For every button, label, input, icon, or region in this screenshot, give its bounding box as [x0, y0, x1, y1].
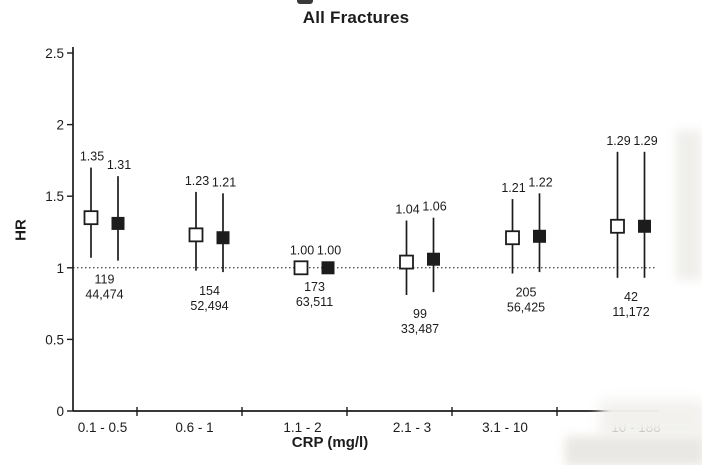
- x-tick-label: 2.1 - 3: [393, 420, 431, 435]
- y-tick-label: 0.5: [45, 332, 64, 347]
- marker-open-square: [610, 218, 625, 234]
- marker-filled-square: [321, 261, 335, 275]
- y-tick-label: 2: [56, 118, 64, 133]
- count-total-label: 11,172: [612, 305, 649, 319]
- marker-filled-square: [111, 216, 125, 230]
- marker-filled-square: [216, 231, 230, 245]
- y-tick-label: 1: [56, 261, 64, 276]
- value-label-open: 1.21: [501, 181, 525, 195]
- value-label-filled: 1.29: [633, 134, 657, 148]
- x-axis-title: CRP (mg/l): [291, 434, 369, 451]
- marker-open-square: [83, 210, 99, 226]
- value-label-filled: 1.00: [317, 243, 341, 257]
- value-label-filled: 1.31: [107, 158, 131, 172]
- value-label-filled: 1.21: [212, 175, 236, 189]
- x-tick-label: 0.1 - 0.5: [78, 420, 128, 435]
- value-label-filled: 1.06: [422, 200, 446, 214]
- marker-open-square: [293, 260, 309, 276]
- marker-open-square: [188, 227, 204, 243]
- count-total-label: 56,425: [507, 301, 545, 315]
- value-label-open: 1.00: [290, 243, 314, 257]
- count-total-label: 33,487: [401, 322, 439, 336]
- y-tick-label: 1.5: [45, 189, 64, 204]
- count-events-label: 42: [624, 290, 638, 304]
- marker-open-square: [505, 230, 520, 246]
- value-label-open: 1.35: [80, 150, 104, 164]
- chart-title: All Fractures: [302, 8, 410, 27]
- y-tick-label: 0: [56, 404, 64, 419]
- marker-filled-square: [638, 219, 651, 233]
- count-events-label: 154: [199, 284, 220, 298]
- marker-filled-square: [427, 252, 440, 266]
- y-tick-label: 2.5: [45, 46, 64, 61]
- marker-open-square: [399, 254, 414, 270]
- x-tick-label: 10 - 188: [611, 420, 661, 435]
- x-tick-label: 0.6 - 1: [175, 420, 213, 435]
- marker-filled-square: [533, 229, 546, 243]
- value-label-open: 1.04: [395, 203, 419, 217]
- x-tick-label: 1.1 - 2: [283, 420, 321, 435]
- count-total-label: 63,511: [296, 295, 333, 309]
- x-tick-label: 3.1 - 10: [482, 420, 528, 435]
- value-label-open: 1.29: [606, 134, 630, 148]
- value-label-open: 1.23: [185, 174, 209, 188]
- count-total-label: 52,494: [190, 299, 228, 313]
- count-events-label: 205: [516, 286, 537, 300]
- count-events-label: 99: [413, 307, 427, 321]
- count-total-label: 44,474: [85, 288, 123, 302]
- value-label-filled: 1.22: [528, 175, 552, 189]
- count-events-label: 173: [304, 280, 325, 294]
- count-events-label: 119: [95, 273, 115, 287]
